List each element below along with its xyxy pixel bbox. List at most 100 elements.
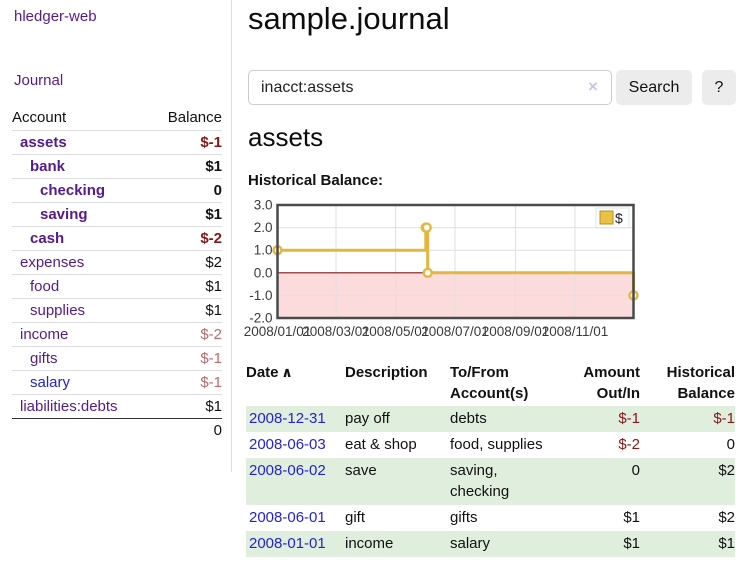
transaction-date-link[interactable]: 2008-06-03 bbox=[249, 436, 326, 453]
register-column-header: To/From Account(s) bbox=[450, 364, 529, 402]
help-button[interactable]: ? bbox=[702, 70, 736, 105]
transaction-date-link[interactable]: 2008-06-02 bbox=[249, 462, 326, 479]
transaction-description: save bbox=[345, 462, 377, 479]
account-balance: $-2 bbox=[150, 225, 222, 250]
sidebar: hledger-web Journal Account Balance asse… bbox=[0, 0, 232, 472]
account-row: expenses $2 bbox=[12, 249, 222, 274]
account-row: gifts $-1 bbox=[12, 345, 222, 370]
account-balance: $1 bbox=[150, 201, 222, 226]
transaction-balance: $2 bbox=[718, 462, 735, 479]
legend-box bbox=[595, 207, 630, 229]
transaction-amount: 0 bbox=[631, 462, 640, 479]
search-input[interactable] bbox=[248, 70, 612, 105]
account-row: liabilities:debts $1 bbox=[12, 393, 222, 418]
register-body: 2008-12-31 pay off debts $-1 $-1 2008-06-03 ea… bbox=[246, 406, 735, 557]
transaction-date-link[interactable]: 2008-12-31 bbox=[249, 410, 326, 427]
sort-ascending-icon: ∧ bbox=[278, 364, 292, 380]
clear-search-icon[interactable]: × bbox=[588, 77, 598, 96]
account-column-header: Account bbox=[12, 109, 67, 127]
nav-journal-link[interactable]: Journal bbox=[14, 72, 64, 89]
x-axis-tick-label: 2008/07/01 bbox=[421, 324, 489, 339]
account-link[interactable]: salary bbox=[30, 373, 71, 391]
register-row: 2008-01-01 income salary $1 $1 bbox=[246, 531, 735, 557]
register-column-header: Description bbox=[345, 364, 428, 381]
account-link[interactable]: expenses bbox=[20, 253, 85, 271]
historical-balance-chart: 3.0 2.0 1.0 0.0 -1.0 -2.02008/01/012008/03/01… bbox=[244, 198, 639, 339]
register-row: 2008-06-01 gift gifts $1 $2 bbox=[246, 505, 735, 531]
transaction-balance: $1 bbox=[718, 535, 735, 552]
register-column-header: Historical Balance bbox=[666, 364, 735, 402]
account-row: assets $-1 bbox=[12, 129, 222, 154]
account-link[interactable]: cash bbox=[30, 229, 65, 247]
account-row: saving $1 bbox=[12, 201, 222, 226]
account-balance: $1 bbox=[150, 393, 222, 418]
page-title: sample.journal bbox=[248, 1, 450, 36]
register-column-header[interactable]: Date ∧ bbox=[246, 364, 293, 381]
register-row: 2008-06-02 save saving, checking 0 $2 bbox=[246, 458, 735, 505]
search-button[interactable]: Search bbox=[616, 70, 692, 105]
account-link[interactable]: bank bbox=[30, 157, 66, 175]
balance-column-header: Balance bbox=[167, 109, 222, 127]
transaction-balance: $-1 bbox=[713, 410, 735, 427]
app-brand-link[interactable]: hledger-web bbox=[14, 8, 97, 25]
account-link[interactable]: liabilities:debts bbox=[20, 397, 118, 415]
account-link[interactable]: assets bbox=[20, 133, 67, 151]
y-axis-tick-label: -1.0 bbox=[249, 288, 272, 303]
plot-border bbox=[276, 203, 635, 320]
account-row: bank $1 bbox=[12, 153, 222, 178]
y-axis-tick-label: 0.0 bbox=[254, 265, 273, 280]
account-balance: $1 bbox=[150, 153, 222, 178]
transaction-accounts: food, supplies bbox=[450, 436, 543, 453]
account-link[interactable]: income bbox=[20, 325, 69, 343]
transaction-accounts: salary bbox=[450, 535, 491, 552]
register-table: Date ∧ Description To/From Account(s) Amount… bbox=[246, 362, 735, 557]
transaction-accounts: saving, checking bbox=[450, 462, 510, 500]
transaction-balance: $2 bbox=[718, 509, 735, 526]
transaction-amount: $-1 bbox=[618, 410, 640, 427]
transaction-description: pay off bbox=[345, 410, 390, 427]
legend-swatch bbox=[599, 210, 614, 225]
register-row: 2008-12-31 pay off debts $-1 $-1 bbox=[246, 406, 735, 432]
data-point-marker bbox=[422, 267, 433, 279]
account-link[interactable]: supplies bbox=[30, 301, 86, 319]
account-link[interactable]: food bbox=[30, 277, 60, 295]
account-title: assets bbox=[248, 122, 324, 152]
transaction-description: income bbox=[345, 535, 394, 552]
account-balance: $-2 bbox=[150, 321, 222, 346]
transaction-date-link[interactable]: 2008-06-01 bbox=[249, 509, 326, 526]
account-row: food $1 bbox=[12, 273, 222, 298]
register-column-header: Amount Out/In bbox=[583, 364, 640, 402]
account-balance: $-1 bbox=[150, 345, 222, 370]
account-row: salary $-1 bbox=[12, 369, 222, 394]
accounts-table-body: assets $-1 bank $1 checking 0 saving $1 cash $-2 e… bbox=[12, 129, 222, 418]
y-axis-tick-label: -2.0 bbox=[249, 311, 272, 326]
x-axis-tick-label: 2008/03/01 bbox=[302, 324, 370, 339]
register-row: 2008-06-03 eat & shop food, supplies $-2 0 bbox=[246, 432, 735, 458]
account-link[interactable]: checking bbox=[40, 181, 106, 199]
y-axis-tick-label: 1.0 bbox=[254, 243, 273, 258]
account-row: income $-2 bbox=[12, 321, 222, 346]
account-balance: $1 bbox=[150, 297, 222, 322]
account-row: checking 0 bbox=[12, 177, 222, 202]
account-balance: 0 bbox=[150, 177, 222, 202]
transaction-date-link[interactable]: 2008-01-01 bbox=[249, 535, 326, 552]
account-link[interactable]: saving bbox=[40, 205, 88, 223]
account-row: supplies $1 bbox=[12, 297, 222, 322]
transaction-accounts: gifts bbox=[450, 509, 478, 526]
total-balance: 0 bbox=[150, 417, 222, 442]
legend-label: $ bbox=[615, 210, 623, 226]
x-axis-tick-label: 2008/05/01 bbox=[362, 324, 430, 339]
x-axis-tick-label: 2008/01/01 bbox=[244, 324, 312, 339]
accounts-table-header: Account Balance bbox=[12, 106, 222, 130]
account-balance: $-1 bbox=[150, 369, 222, 394]
y-axis-tick-label: 3.0 bbox=[254, 198, 273, 213]
transaction-description: gift bbox=[345, 509, 366, 526]
account-balance: $2 bbox=[150, 249, 222, 274]
account-link[interactable]: gifts bbox=[30, 349, 58, 367]
account-row: cash $-2 bbox=[12, 225, 222, 250]
accounts-balance-table: Account Balance assets $-1 bank $1 checking 0… bbox=[12, 106, 222, 442]
register-header-row: Date ∧ Description To/From Account(s) Amount… bbox=[246, 362, 735, 406]
account-balance: $1 bbox=[150, 273, 222, 298]
transaction-amount: $-2 bbox=[618, 436, 640, 453]
transaction-amount: $1 bbox=[623, 535, 640, 552]
